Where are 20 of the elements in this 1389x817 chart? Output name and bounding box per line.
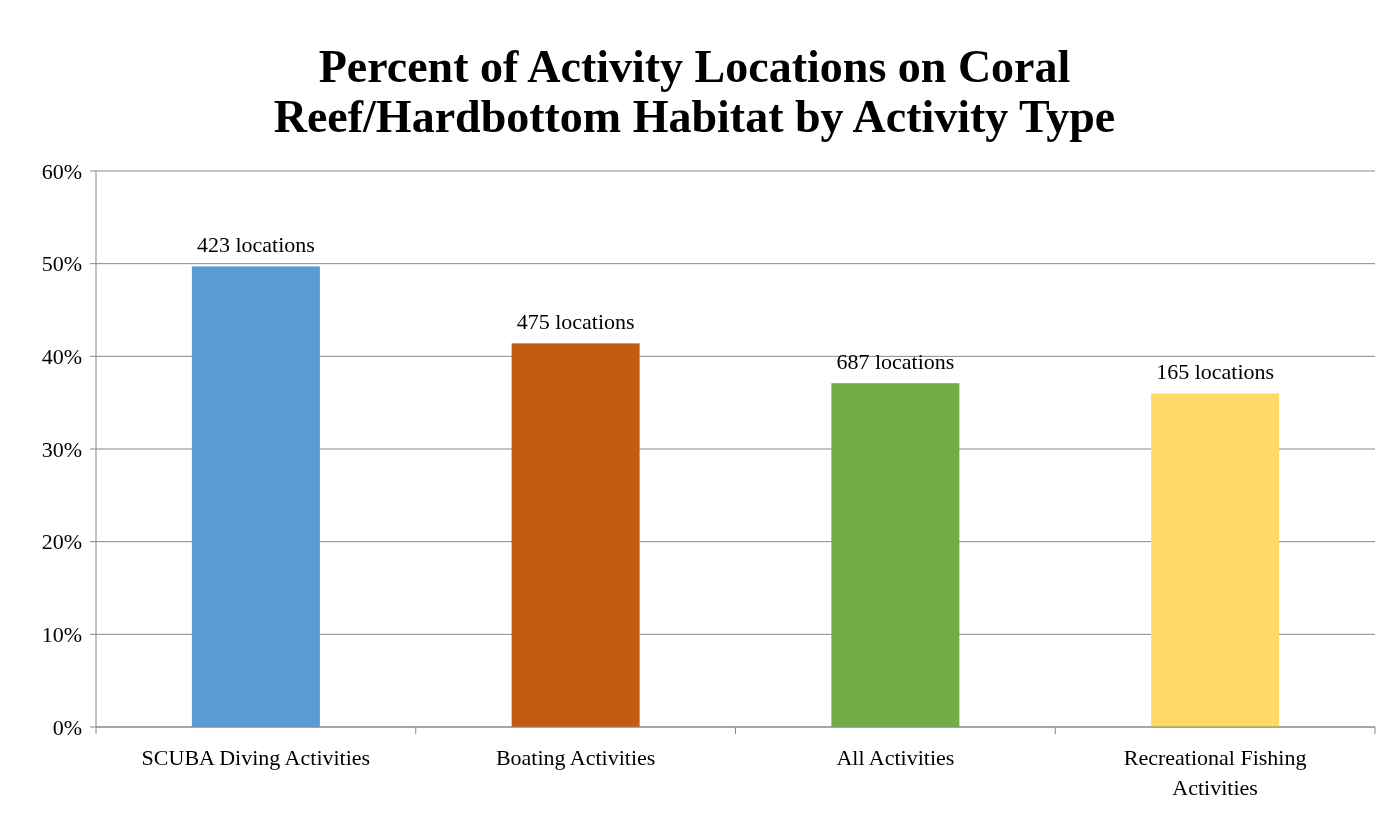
y-tick-label: 10%: [41, 622, 82, 648]
x-tick-label: Recreational Fishing Activities: [1123, 745, 1307, 800]
y-tick-label: 40%: [41, 344, 82, 370]
chart-title: Percent of Activity Locations on Coral Reef/Hardbottom Habitat by Activity Type: [273, 41, 1116, 142]
x-tick-label: SCUBA Diving Activities: [141, 745, 371, 770]
x-tick-label: Boating Activities: [495, 745, 656, 770]
bar: [511, 343, 640, 727]
annotation: 423 locations: [196, 232, 315, 258]
y-tick-label: 60%: [41, 158, 82, 184]
y-tick-label: 20%: [41, 529, 82, 555]
bar: [191, 266, 320, 727]
y-tick-label: 50%: [41, 251, 82, 277]
annotation: 687 locations: [836, 349, 955, 375]
x-tick-label: All Activities: [836, 745, 955, 770]
annotation: 475 locations: [516, 309, 635, 335]
y-tick-label: 0%: [52, 714, 82, 740]
bar: [831, 383, 960, 727]
bar: [1151, 393, 1280, 727]
y-tick-label: 30%: [41, 436, 82, 462]
annotation: 165 locations: [1156, 359, 1275, 385]
